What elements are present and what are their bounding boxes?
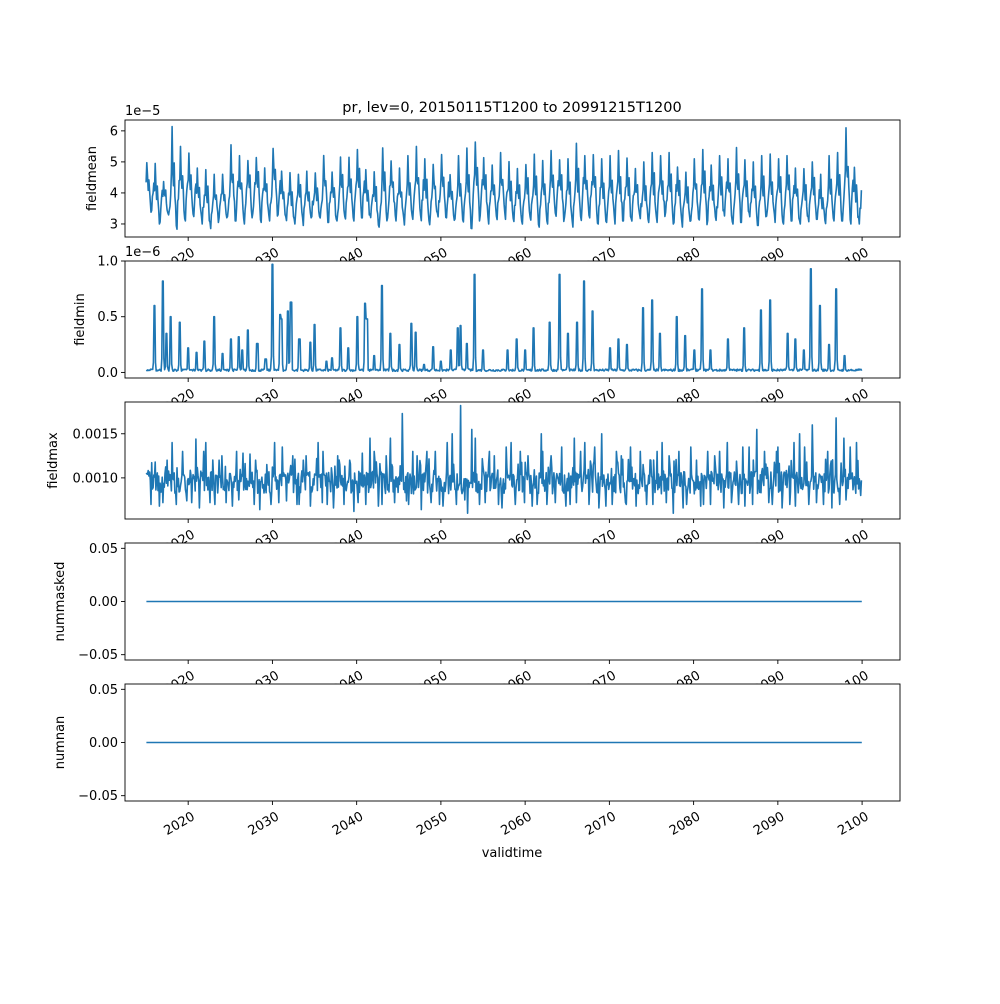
y-axis-label: fieldmin <box>73 293 88 346</box>
y-tick-label: 1.0 <box>97 255 118 270</box>
series-line-fieldmax <box>145 404 863 515</box>
y-offset-text: 1e−5 <box>125 104 160 119</box>
y-axis-label: nummasked <box>53 562 68 642</box>
y-axis-label: fieldmax <box>46 432 61 489</box>
y-tick-label: 0.0015 <box>73 427 119 442</box>
y-tick-label: 3 <box>110 217 118 232</box>
y-tick-label: 0.05 <box>89 683 118 698</box>
axes-frame <box>124 260 901 379</box>
axes-background <box>125 402 900 519</box>
y-tick-label: 0.0010 <box>73 471 119 486</box>
y-offset-text: 1e−6 <box>125 245 160 260</box>
y-tick-label: −0.05 <box>78 648 118 663</box>
y-tick-label: 6 <box>110 124 118 139</box>
y-tick-label: 0.05 <box>89 542 118 557</box>
y-tick-label: 0.5 <box>97 310 118 325</box>
y-tick-label: 0.00 <box>89 595 118 610</box>
y-tick-label: 4 <box>110 186 118 201</box>
axes-frame <box>124 119 901 238</box>
y-tick-label: 5 <box>110 155 118 170</box>
y-tick-label: 0.00 <box>89 736 118 751</box>
y-axis-label: fieldmean <box>85 146 100 211</box>
y-tick-label: −0.05 <box>78 789 118 804</box>
series-line-fieldmean <box>145 125 863 230</box>
y-axis-label: numnan <box>53 716 68 770</box>
x-axis-label: validtime <box>482 846 543 861</box>
y-tick-label: 0.0 <box>97 366 118 381</box>
axes-frame <box>124 401 901 520</box>
chart-title: pr, lev=0, 20150115T1200 to 20991215T120… <box>342 100 681 116</box>
series-line-fieldmin <box>145 263 863 373</box>
